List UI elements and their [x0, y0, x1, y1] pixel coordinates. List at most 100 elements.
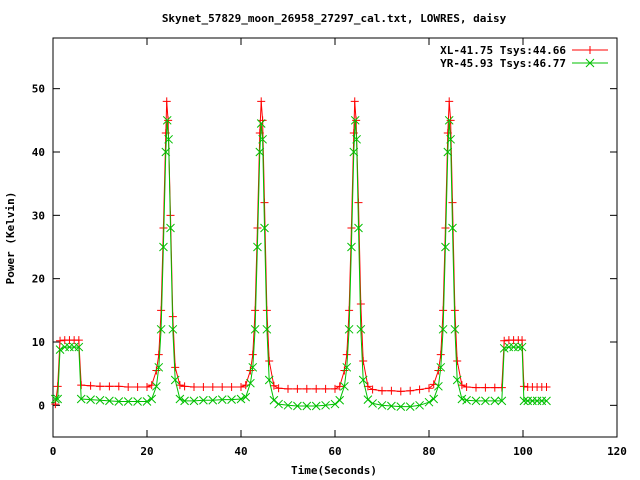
series-2: [50, 115, 551, 411]
data-point-1: [481, 383, 490, 392]
data-point-2: [241, 392, 251, 402]
data-point-1: [378, 386, 386, 395]
data-point-2: [330, 399, 340, 409]
data-point-1: [415, 385, 424, 394]
data-point-2: [258, 134, 267, 144]
y-tick-label: 10: [32, 336, 45, 349]
data-point-2: [352, 134, 361, 144]
data-point-2: [260, 223, 269, 233]
data-point-1: [457, 381, 466, 390]
data-point-2: [50, 394, 60, 404]
data-point-2: [168, 324, 178, 334]
data-point-2: [76, 394, 86, 404]
data-point-2: [424, 397, 434, 407]
data-point-1: [114, 382, 123, 391]
data-point-1: [143, 382, 151, 391]
data-point-2: [358, 375, 368, 385]
axis-ticks: 0 20 40 60 80 100 120 0 10 20 30 40 50: [32, 38, 627, 458]
data-point-2: [53, 394, 63, 404]
data-point-2: [363, 395, 373, 404]
x-tick-label: 100: [513, 445, 533, 458]
data-point-2: [340, 381, 349, 391]
data-point-2: [246, 378, 255, 388]
x-tick-label: 40: [234, 445, 247, 458]
data-point-2: [349, 147, 359, 157]
data-point-2: [156, 324, 166, 334]
data-point-2: [262, 324, 272, 334]
data-point-1: [77, 381, 86, 390]
data-point-1: [218, 382, 227, 391]
data-point-2: [377, 400, 387, 410]
data-point-1: [237, 382, 245, 391]
data-point-1: [96, 382, 104, 391]
data-point-1: [274, 384, 283, 393]
data-point-2: [162, 115, 172, 125]
data-point-2: [227, 395, 236, 404]
data-point-2: [95, 395, 105, 405]
data-point-2: [438, 324, 448, 334]
data-point-2: [441, 242, 450, 252]
data-point-1: [269, 381, 278, 390]
data-point-2: [114, 397, 124, 406]
data-point-1: [331, 384, 339, 393]
data-point-1: [257, 97, 266, 106]
data-point-2: [519, 396, 529, 406]
data-point-2: [283, 400, 293, 410]
data-point-1: [124, 382, 133, 391]
data-point-1: [248, 350, 257, 359]
data-point-2: [481, 396, 490, 406]
series-line-1: [54, 101, 547, 405]
data-point-2: [448, 223, 457, 233]
data-point-2: [248, 362, 258, 372]
data-point-2: [311, 401, 321, 411]
plot-frame: [52, 37, 618, 438]
data-point-1: [154, 350, 163, 359]
y-tick-label: 50: [32, 83, 45, 96]
data-point-2: [142, 397, 152, 406]
data-point-1: [387, 386, 396, 395]
series-1: [51, 97, 551, 409]
data-point-2: [175, 394, 185, 404]
data-point-2: [217, 395, 227, 404]
x-axis-label: Time(Seconds): [291, 464, 377, 477]
data-point-2: [166, 223, 175, 233]
legend-marker-2: [585, 58, 595, 68]
data-point-2: [159, 242, 168, 252]
data-point-1: [152, 366, 161, 375]
data-point-2: [368, 399, 377, 408]
data-point-1: [199, 382, 208, 391]
data-point-1: [368, 385, 377, 394]
data-point-1: [147, 381, 156, 390]
data-point-1: [105, 382, 114, 391]
y-tick-label: 0: [38, 399, 45, 412]
data-point-2: [105, 396, 114, 406]
data-point-1: [227, 382, 236, 391]
data-point-1: [164, 116, 173, 125]
data-point-1: [446, 116, 455, 125]
data-point-2: [350, 115, 360, 125]
data-point-2: [74, 342, 84, 352]
data-point-2: [321, 400, 330, 410]
data-point-1: [363, 382, 372, 391]
data-point-2: [450, 324, 460, 334]
data-point-1: [436, 350, 445, 359]
y-tick-label: 40: [32, 146, 45, 159]
data-point-2: [250, 324, 260, 334]
data-point-2: [293, 401, 302, 411]
data-point-2: [517, 342, 527, 352]
x-tick-label: 120: [607, 445, 627, 458]
data-point-2: [342, 362, 352, 372]
data-point-1: [335, 382, 344, 391]
data-point-2: [396, 402, 406, 411]
data-point-2: [429, 394, 439, 404]
data-point-1: [133, 382, 142, 391]
data-point-2: [513, 342, 523, 352]
data-point-1: [462, 382, 471, 391]
data-point-2: [462, 395, 471, 405]
data-point-1: [359, 357, 368, 365]
data-point-2: [170, 375, 180, 385]
data-point-2: [55, 345, 65, 354]
data-point-1: [453, 357, 462, 365]
series-line-2: [55, 120, 547, 408]
data-point-2: [86, 395, 95, 404]
